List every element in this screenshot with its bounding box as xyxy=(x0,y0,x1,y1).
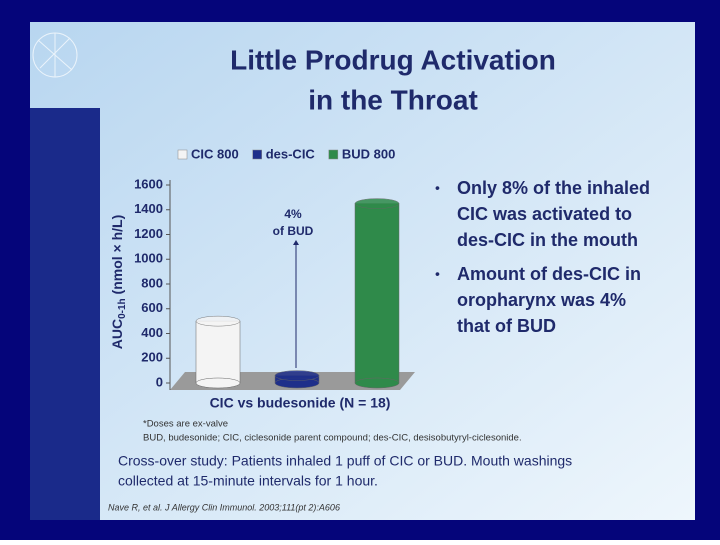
legend-swatch xyxy=(252,149,262,160)
bullet-text: that of BUD xyxy=(457,316,556,336)
legend-label: CIC 800 xyxy=(191,146,239,161)
study-text: Cross-over study: Patients inhaled 1 puf… xyxy=(118,453,572,469)
x-axis-label: CIC vs budesonide (N = 18) xyxy=(210,395,391,411)
side-panel xyxy=(30,108,100,520)
bar xyxy=(354,203,400,384)
y-label-part: 0-1h xyxy=(117,298,128,319)
arrow-head xyxy=(293,240,299,245)
bar-top xyxy=(274,370,320,381)
footnote: BUD, budesonide; CIC, ciclesonide parent… xyxy=(143,433,522,444)
bullet-text: Only 8% of the inhaled xyxy=(457,178,650,198)
bar-top xyxy=(195,315,241,327)
legend-swatch xyxy=(177,149,188,160)
bullet-text: des-CIC in the mouth xyxy=(457,230,638,250)
y-label-part: AUC xyxy=(109,319,125,349)
bar-top xyxy=(354,198,400,209)
citation: Nave R, et al. J Allergy Clin Immunol. 2… xyxy=(108,502,340,512)
bar xyxy=(195,320,241,384)
legend-label: BUD 800 xyxy=(342,146,395,161)
footnote: *Doses are ex-valve xyxy=(143,419,228,430)
y-tick-label: 0 xyxy=(156,374,163,389)
annotation: 4% xyxy=(284,207,302,221)
legend-label: des-CIC xyxy=(266,146,316,161)
bullet-text: CIC was activated to xyxy=(457,204,632,224)
bullet-dot: • xyxy=(435,266,440,282)
y-tick-label: 1000 xyxy=(134,251,163,266)
slide-title: in the Throat xyxy=(308,84,478,115)
y-tick-label: 1200 xyxy=(134,226,163,241)
slide-title: Little Prodrug Activation xyxy=(230,44,556,75)
annotation: of BUD xyxy=(273,224,314,238)
y-axis-label: AUC0-1h (nmol × h/L) xyxy=(109,215,128,350)
y-tick-label: 600 xyxy=(141,300,163,315)
y-tick-label: 800 xyxy=(141,275,163,290)
y-tick-label: 200 xyxy=(141,350,163,365)
bullet-text: Amount of des-CIC in xyxy=(457,264,641,284)
bullet-dot: • xyxy=(435,180,440,196)
y-tick-label: 400 xyxy=(141,325,163,340)
bar-bottom xyxy=(354,377,400,389)
y-label-part: (nmol × h/L) xyxy=(109,215,125,299)
bullet-text: oropharynx was 4% xyxy=(457,290,626,310)
y-tick-label: 1400 xyxy=(134,201,163,216)
y-tick-label: 1600 xyxy=(134,176,163,191)
logo xyxy=(32,32,78,78)
bar-bottom xyxy=(195,377,241,389)
study-text: collected at 15-minute intervals for 1 h… xyxy=(118,473,378,489)
legend-swatch xyxy=(328,149,339,160)
